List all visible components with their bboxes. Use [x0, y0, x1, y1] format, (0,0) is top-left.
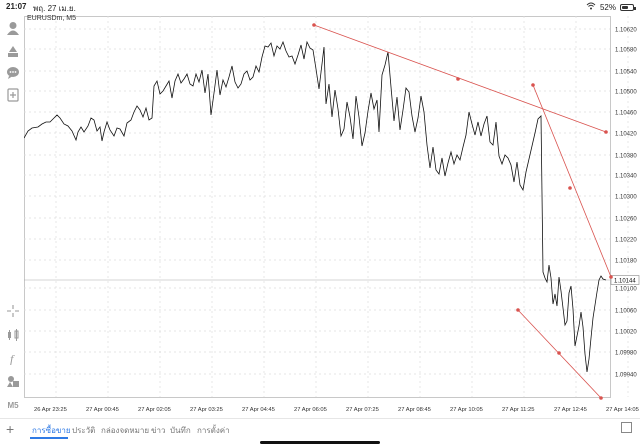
indicators-icon[interactable] [5, 327, 21, 343]
time-tick-label: 27 Apr 08:45 [398, 407, 431, 413]
price-tick-label: 1.10300 [615, 195, 637, 201]
trendline-anchor [568, 186, 572, 190]
status-time: 21:07 [6, 2, 27, 11]
price-tick-label: 1.10620 [615, 28, 637, 34]
trendline-anchor [531, 83, 535, 87]
current-price-label: 1.10144 [614, 279, 636, 285]
trendline [313, 24, 607, 133]
time-tick-label: 26 Apr 23:25 [34, 407, 67, 413]
trendline-anchor [312, 23, 316, 27]
expand-icon[interactable] [621, 422, 632, 433]
time-tick-label: 27 Apr 11:25 [502, 407, 534, 413]
wifi-icon [586, 2, 596, 12]
chart-canvas[interactable]: 1.10620 1.10580 1.10540 1.10500 1.10460 1.104… [24, 14, 640, 414]
price-tick-label: 1.10420 [615, 132, 637, 138]
trendline [532, 84, 612, 278]
plot-frame [24, 16, 611, 398]
objects-icon[interactable] [5, 373, 21, 389]
status-bar: 21:07 พฤ. 27 เม.ย. 52% [0, 0, 640, 14]
tab-settings[interactable]: การตั้งค่า [197, 426, 230, 435]
time-tick-label: 27 Apr 07:25 [346, 407, 379, 413]
time-tick-label: 27 Apr 02:05 [138, 407, 171, 413]
price-tick-label: 1.10540 [615, 70, 637, 76]
time-tick-label: 27 Apr 12:45 [554, 407, 587, 413]
trade-icon[interactable] [5, 43, 21, 59]
trendline-anchor [557, 351, 561, 355]
time-tick-label: 27 Apr 03:25 [190, 407, 223, 413]
tab-trade[interactable]: การซื้อขาย [32, 426, 71, 435]
price-tick-label: 1.10380 [615, 154, 637, 160]
chat-icon[interactable] [5, 65, 21, 81]
time-tick-label: 27 Apr 10:05 [450, 407, 483, 413]
battery-percent: 52% [599, 2, 616, 12]
price-tick-label: 1.09980 [615, 351, 637, 357]
time-tick-label: 27 Apr 06:05 [294, 407, 327, 413]
price-tick-label: 1.10500 [615, 90, 637, 96]
time-tick-label: 27 Apr 14:05 [606, 407, 639, 413]
tab-news[interactable]: ข่าว [151, 426, 166, 435]
price-tick-label: 1.10100 [615, 287, 637, 293]
bottom-tab-bar: + การซื้อขาย ประวัติ กล่องจดหมาย ข่าว บั… [0, 418, 640, 439]
trendline-anchor [604, 130, 608, 134]
timeframe-icon[interactable]: M5 [7, 400, 19, 410]
add-icon[interactable]: + [6, 421, 15, 437]
price-tick-label: 1.10260 [615, 217, 637, 223]
price-tick-label: 1.10460 [615, 111, 637, 117]
tab-mailbox[interactable]: กล่องจดหมาย [101, 426, 150, 435]
price-tick-label: 1.10340 [615, 174, 637, 180]
price-tick-label: 1.10180 [615, 259, 637, 265]
account-icon[interactable] [5, 20, 21, 36]
price-tick-label: 1.10580 [615, 48, 637, 54]
battery-icon [620, 3, 636, 11]
left-toolbar: f M5 [0, 14, 24, 414]
status-right: 52% [586, 2, 636, 12]
tab-journal[interactable]: บันทึก [170, 426, 191, 435]
price-tick-label: 1.10020 [615, 330, 637, 336]
price-chart[interactable]: 1.10620 1.10580 1.10540 1.10500 1.10460 1.104… [24, 14, 640, 414]
status-date: พฤ. 27 เม.ย. [33, 4, 76, 13]
function-icon[interactable]: f [5, 350, 21, 366]
trendline-anchor [609, 275, 613, 279]
trendline-anchor [599, 396, 603, 400]
crosshair-icon[interactable] [5, 303, 21, 319]
price-series-line [24, 40, 607, 373]
current-price-box [610, 275, 640, 285]
price-tick-label: 1.10060 [615, 309, 637, 315]
tab-history[interactable]: ประวัติ [72, 426, 96, 435]
active-tab-indicator [30, 437, 68, 439]
svg-text:f: f [10, 352, 15, 365]
add-document-icon[interactable] [5, 87, 21, 103]
price-tick-label: 1.09940 [615, 373, 637, 379]
time-tick-label: 27 Apr 00:45 [86, 407, 119, 413]
symbol-label: EURUSDm, M5 [27, 15, 77, 22]
trendline-anchor [516, 308, 520, 312]
price-tick-label: 1.10220 [615, 238, 637, 244]
time-tick-label: 27 Apr 04:45 [242, 407, 275, 413]
home-indicator [260, 441, 380, 444]
trendline-anchor [456, 77, 460, 81]
